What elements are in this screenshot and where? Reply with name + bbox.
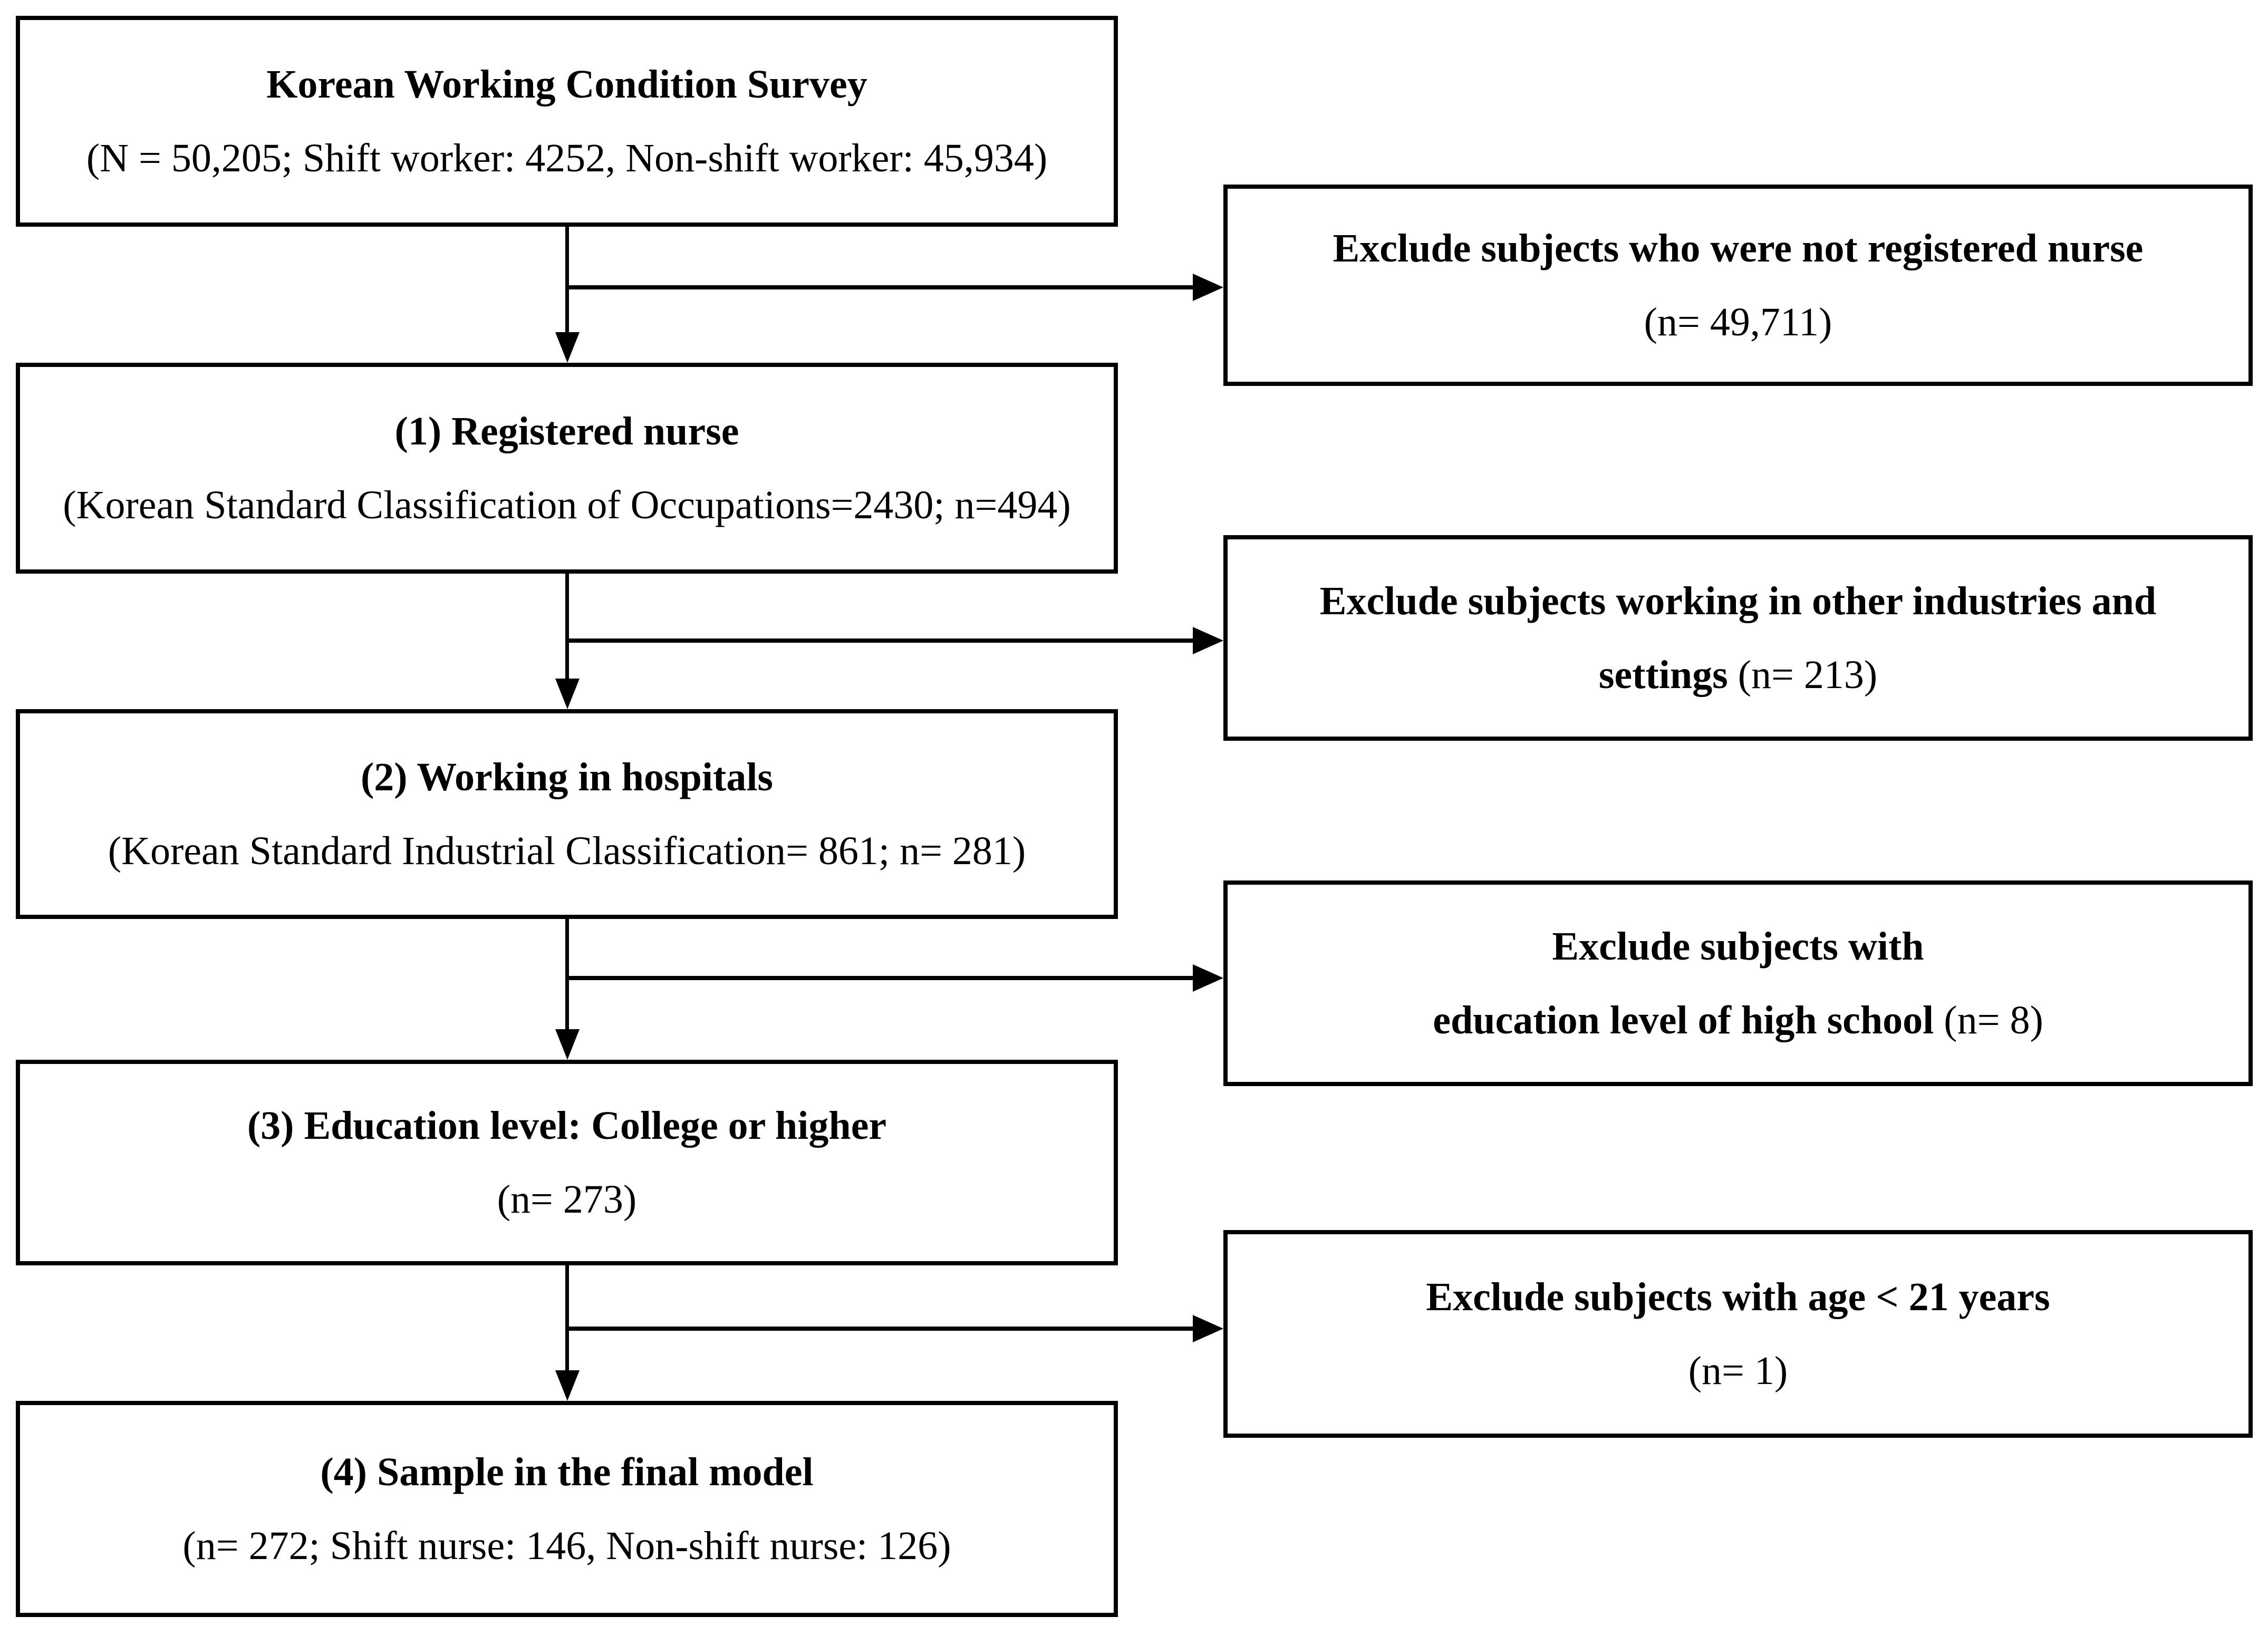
box-subtitle: (N = 50,205; Shift worker: 4252, Non-shi… <box>86 136 1048 180</box>
flow-box-final-sample: (4) Sample in the final model (n= 272; S… <box>16 1401 1118 1617</box>
flow-box-working-in-hospitals: (2) Working in hospitals (Korean Standar… <box>16 709 1118 919</box>
box-title: Korean Working Condition Survey <box>266 62 867 107</box>
box-title: (2) Working in hospitals <box>360 755 774 799</box>
box-subtitle: (Korean Standard Industrial Classificati… <box>108 829 1026 873</box>
exclusion-line-2-regular: (n= 1) <box>1688 1349 1788 1393</box>
right-arrowhead-1 <box>1193 274 1223 301</box>
exclusion-line-1: Exclude subjects with <box>1552 909 1924 983</box>
exclusion-line-2-regular: (n= 213) <box>1738 653 1878 697</box>
exclusion-line-2-regular: (n= 8) <box>1944 998 2043 1042</box>
down-arrowhead-3 <box>555 1029 580 1060</box>
exclusion-line-2: settings (n= 213) <box>1599 638 1877 712</box>
flow-box-education-level: (3) Education level: College or higher (… <box>16 1060 1118 1265</box>
connector-line-vertical-2 <box>565 574 569 684</box>
connector-line-horizontal-4 <box>565 1327 1197 1331</box>
exclusion-line-2: education level of high school (n= 8) <box>1433 983 2043 1057</box>
exclusion-line-1: Exclude subjects with age < 21 years <box>1426 1260 2050 1334</box>
box-title: (1) Registered nurse <box>394 409 739 453</box>
exclusion-line-2: (n= 49,711) <box>1644 285 1832 359</box>
exclusion-line-1: Exclude subjects who were not registered… <box>1333 211 2144 285</box>
exclusion-line-2-bold: education level of high school <box>1433 998 1944 1042</box>
connector-line-horizontal-1 <box>565 285 1197 289</box>
connector-line-horizontal-2 <box>565 638 1197 643</box>
right-arrowhead-3 <box>1193 964 1223 992</box>
box-subtitle: (Korean Standard Classification of Occup… <box>63 483 1071 527</box>
exclusion-line-2: (n= 1) <box>1688 1334 1788 1408</box>
exclusion-box-not-registered-nurse: Exclude subjects who were not registered… <box>1223 185 2253 386</box>
down-arrowhead-1 <box>555 332 580 363</box>
down-arrowhead-4 <box>555 1370 580 1401</box>
box-subtitle: (n= 272; Shift nurse: 146, Non-shift nur… <box>182 1524 951 1568</box>
flow-box-registered-nurse: (1) Registered nurse (Korean Standard Cl… <box>16 363 1118 574</box>
box-subtitle: (n= 273) <box>497 1177 637 1222</box>
down-arrowhead-2 <box>555 679 580 709</box>
connector-line-horizontal-3 <box>565 976 1197 980</box>
right-arrowhead-2 <box>1193 627 1223 654</box>
exclusion-line-1-bold: Exclude subjects working in other indust… <box>1319 579 2157 623</box>
exclusion-line-2-regular: (n= 49,711) <box>1644 300 1832 344</box>
right-arrowhead-4 <box>1193 1315 1223 1342</box>
exclusion-line-2-bold: settings <box>1598 653 1738 697</box>
box-title: (4) Sample in the final model <box>320 1450 814 1494</box>
connector-line-vertical-1 <box>565 227 569 337</box>
exclusion-box-other-industries: Exclude subjects working in other indust… <box>1223 535 2253 741</box>
exclusion-line-1-bold: Exclude subjects who were not registered… <box>1333 226 2144 270</box>
flow-box-survey: Korean Working Condition Survey (N = 50,… <box>16 16 1118 227</box>
exclusion-line-1-bold: Exclude subjects with <box>1552 924 1924 969</box>
connector-line-vertical-4 <box>565 1265 569 1376</box>
exclusion-box-high-school-education: Exclude subjects with education level of… <box>1223 880 2253 1086</box>
box-title: (3) Education level: College or higher <box>247 1104 887 1148</box>
exclusion-box-age-under-21: Exclude subjects with age < 21 years (n=… <box>1223 1230 2253 1438</box>
exclusion-line-1: Exclude subjects working in other indust… <box>1320 564 2156 638</box>
exclusion-line-1-bold: Exclude subjects with age < 21 years <box>1426 1275 2050 1319</box>
